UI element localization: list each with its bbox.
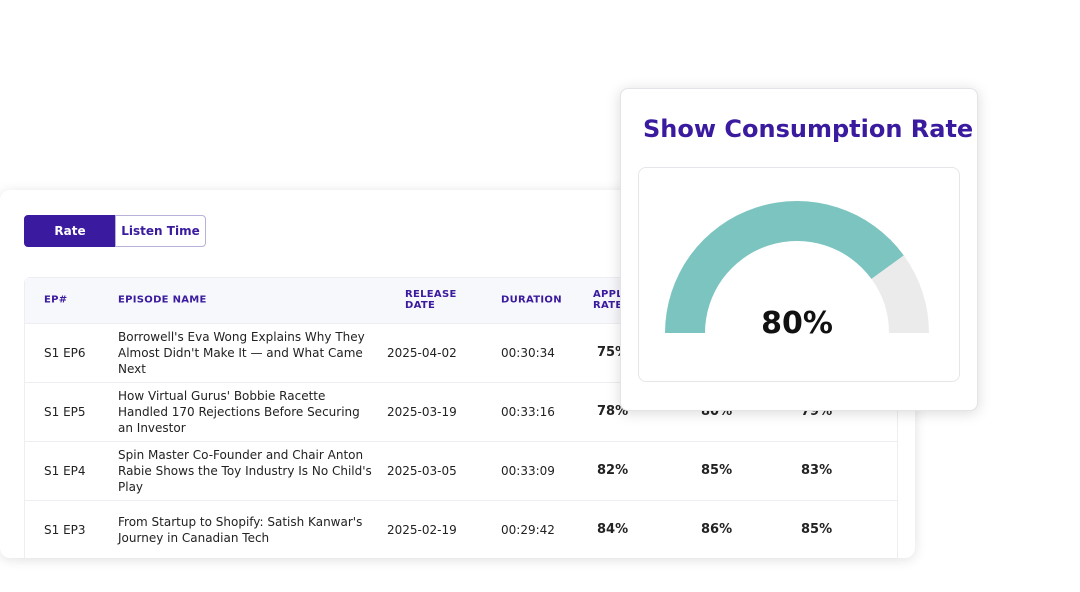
gauge-box: 80% bbox=[638, 167, 960, 382]
table-cell: 00:33:09 bbox=[501, 464, 555, 478]
table-cell: 78% bbox=[597, 404, 629, 419]
row-divider bbox=[25, 323, 897, 324]
table-cell: 85% bbox=[801, 522, 833, 537]
table-cell: 00:30:34 bbox=[501, 346, 555, 360]
gauge-card: Show Consumption Rate 80% bbox=[620, 88, 978, 411]
table-cell: S1 EP4 bbox=[44, 464, 86, 478]
column-header: EPISODE NAME bbox=[118, 294, 207, 306]
table-cell: 82% bbox=[597, 463, 629, 478]
table-cell: 2025-03-19 bbox=[387, 405, 457, 419]
column-header: RELEASE DATE bbox=[405, 289, 457, 311]
table-cell: 2025-02-19 bbox=[387, 523, 457, 537]
row-divider bbox=[25, 441, 897, 442]
table-cell: 2025-04-02 bbox=[387, 346, 457, 360]
table-cell: Spin Master Co-Founder and Chair Anton R… bbox=[118, 448, 372, 494]
table-cell: From Startup to Shopify: Satish Kanwar's… bbox=[118, 515, 363, 545]
table-cell: 2025-03-05 bbox=[387, 464, 457, 478]
row-divider bbox=[25, 500, 897, 501]
toggle-listen-time[interactable]: Listen Time bbox=[115, 215, 206, 247]
gauge-value: 80% bbox=[761, 306, 833, 341]
table-cell: 85% bbox=[701, 463, 733, 478]
table-cell: 84% bbox=[597, 522, 629, 537]
table-cell: 86% bbox=[701, 522, 733, 537]
table-cell: S1 EP5 bbox=[44, 405, 86, 419]
gauge-title: Show Consumption Rate bbox=[643, 115, 974, 143]
toggle-rate[interactable]: Rate bbox=[24, 215, 116, 247]
gauge-track bbox=[871, 255, 929, 333]
column-header: DURATION bbox=[501, 294, 562, 306]
gauge-fill bbox=[665, 200, 904, 333]
table-cell: How Virtual Gurus' Bobbie Racette Handle… bbox=[118, 389, 360, 435]
column-header: EP# bbox=[44, 294, 68, 306]
table-cell: 83% bbox=[801, 463, 833, 478]
table-cell: 00:29:42 bbox=[501, 523, 555, 537]
row-divider bbox=[25, 382, 897, 383]
table-cell: Borrowell's Eva Wong Explains Why They A… bbox=[118, 330, 365, 376]
column-header: APPLE RATE bbox=[593, 289, 631, 311]
table-cell: S1 EP3 bbox=[44, 523, 86, 537]
table-cell: 00:33:16 bbox=[501, 405, 555, 419]
gauge: 80% bbox=[665, 200, 929, 341]
table-cell: S1 EP6 bbox=[44, 346, 86, 360]
